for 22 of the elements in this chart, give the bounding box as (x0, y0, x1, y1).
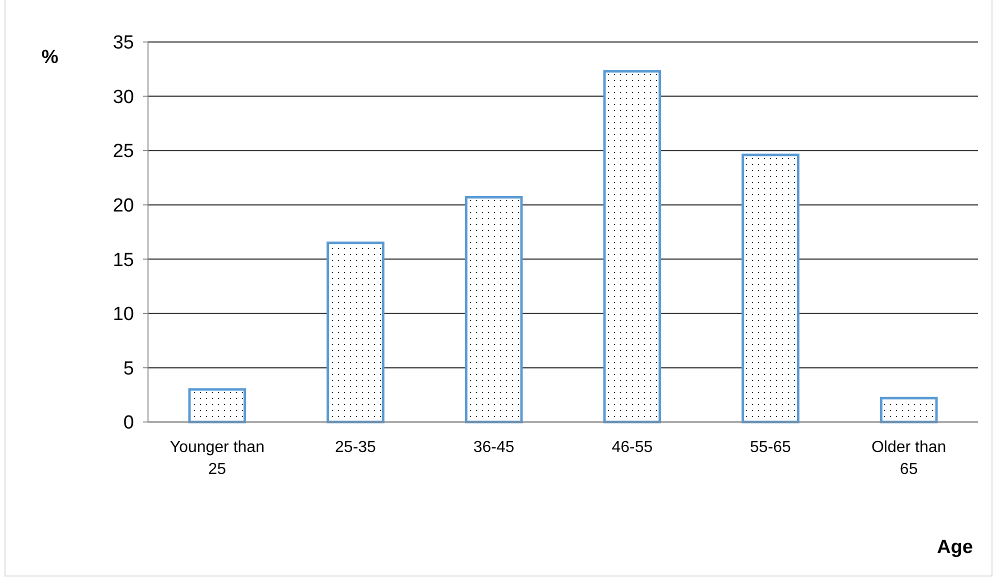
x-tick-label: Younger than 25 (170, 439, 264, 478)
x-tick-label: 25-35 (335, 439, 376, 456)
y-axis-title: % (42, 47, 59, 68)
y-tick-label: 20 (112, 196, 134, 217)
x-tick-label: 55-65 (750, 439, 792, 456)
bar (464, 196, 523, 424)
x-tick-label: Older than 65 (871, 439, 946, 478)
bar (326, 242, 384, 424)
bar (880, 396, 938, 424)
x-tick-label: 36-45 (473, 439, 514, 456)
y-tick-label: 30 (112, 86, 134, 108)
y-tick-label: 25 (112, 141, 134, 162)
bar (188, 388, 246, 424)
x-tick-label: 46-55 (612, 439, 653, 456)
bar (603, 70, 662, 424)
bar (742, 154, 800, 424)
y-tick-label: 0 (123, 412, 134, 434)
y-tick-label: 15 (112, 250, 134, 271)
y-tick-label: 10 (112, 304, 134, 326)
x-axis-title: Age (937, 537, 973, 558)
y-tick-label: 5 (123, 358, 134, 380)
y-tick-label: 35 (112, 32, 134, 54)
